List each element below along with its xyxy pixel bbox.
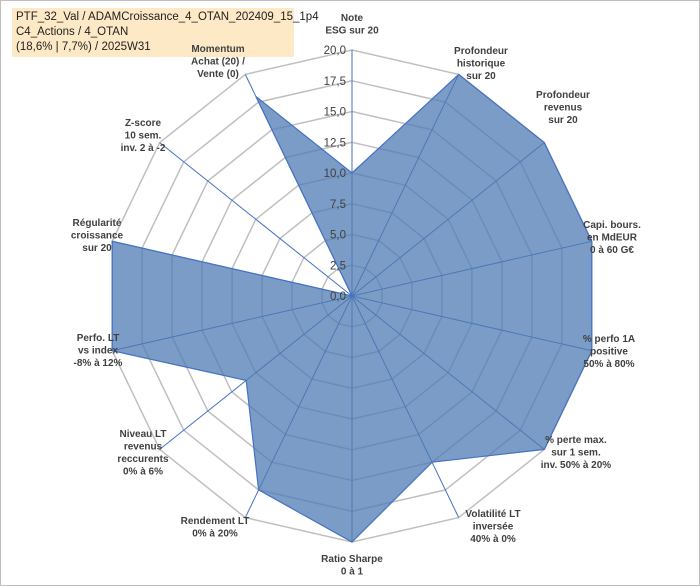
axis-label-line: revenus [124, 442, 163, 453]
title-line-3: (18,6% | 7,7%) / 2025W31 [16, 41, 151, 53]
tick-label-2: 5,0 [330, 230, 346, 242]
tick-label-3: 7,5 [330, 199, 346, 211]
axis-label-13: Momentum Achat (20) /Vente (0) [190, 42, 246, 80]
axis-label-line: historique [457, 59, 506, 70]
axis-spoke-12 [159, 142, 353, 297]
axis-label-line: 0 à 1 [341, 567, 364, 578]
axis-label-12: Z-score 10 sem.inv. 2 à -2 [121, 118, 166, 154]
axis-label-5: % perte max. sur 1 sem.inv. 50% à 20% [541, 435, 612, 471]
axis-label-line: Rendement LT [181, 516, 250, 527]
axis-label-line: % perte max. [545, 435, 607, 446]
tick-label-7: 17,5 [324, 76, 346, 88]
axis-label-line: Ratio Sharpe [321, 554, 383, 565]
axis-label-line: 50% à 80% [583, 359, 634, 370]
axis-label-line: Vente (0) [197, 69, 239, 80]
axis-label-0: Note ESG sur 20 [325, 13, 379, 37]
tick-label-1: 2,5 [330, 260, 346, 272]
tick-label-6: 15,0 [324, 107, 346, 119]
axis-label-line: 0% à 20% [192, 529, 238, 540]
axis-label-line: Capi. bours. [583, 220, 641, 231]
axis-label-line: Achat (20) / [191, 57, 245, 68]
axis-label-line: Perfo. LT [77, 333, 120, 344]
axis-label-10: Perfo. LT vs index-8% à 12% [74, 333, 123, 369]
axis-label-line: croissance [71, 231, 124, 242]
axis-label-line: Régularité [73, 218, 122, 229]
axis-label-line: Momentum [191, 44, 244, 55]
axis-label-line: positive [590, 347, 628, 358]
axis-label-line: Z-score [125, 118, 162, 129]
axis-label-line: sur 20 [82, 243, 112, 254]
axis-label-line: inv. 50% à 20% [541, 460, 612, 471]
axis-label-line: Profondeur [454, 46, 508, 57]
axis-label-line: Volatilité LT [465, 509, 520, 520]
axis-label-line: vs index [78, 346, 118, 357]
axis-label-line: 0% à 6% [123, 467, 163, 478]
axis-label-line: inv. 2 à -2 [121, 143, 166, 154]
tick-layer: 0,0 2,5 5,0 7,5 10,0 12,5 15,0 17,5 20,0 [324, 45, 346, 303]
tick-label-0: 0,0 [330, 291, 346, 303]
axis-label-line: 40% à 0% [470, 534, 516, 545]
axis-label-line: 0 à 60 G€ [590, 245, 634, 256]
series-area [111, 73, 593, 543]
axis-label-line: sur 20 [466, 71, 496, 82]
axis-label-line: ESG sur 20 [325, 26, 379, 37]
axis-label-line: -8% à 12% [74, 358, 123, 369]
chart-title-box: PTF_32_Val / ADAMCroissance_4_OTAN_20240… [12, 8, 319, 57]
axis-label-line: inversée [473, 522, 514, 533]
axis-label-line: sur 20 [548, 115, 578, 126]
axis-label-line: revenus [544, 103, 583, 114]
title-line-1: PTF_32_Val / ADAMCroissance_4_OTAN_20240… [16, 11, 319, 23]
axis-label-line: % perfo 1A [583, 334, 635, 345]
axis-label-8: Rendement LT 0% à 20% [181, 516, 250, 540]
axis-label-line: Niveau LT [119, 429, 166, 440]
axis-label-highlight [190, 42, 246, 55]
axis-label-line: sur 1 sem. [551, 448, 601, 459]
axis-label-line: Note [341, 13, 364, 24]
axis-label-line: 10 sem. [125, 131, 162, 142]
axis-label-line: en MdEUR [587, 233, 638, 244]
title-line-2: C4_Actions / 4_OTAN [16, 26, 129, 38]
axis-label-7: Ratio Sharpe 0 à 1 [321, 554, 383, 578]
tick-label-4: 10,0 [324, 168, 346, 180]
axis-label-line: reccurents [117, 454, 169, 465]
axis-label-line: Profondeur [536, 90, 590, 101]
tick-label-5: 12,5 [324, 137, 346, 149]
series-layer [111, 73, 593, 543]
tick-label-8: 20,0 [324, 45, 346, 57]
